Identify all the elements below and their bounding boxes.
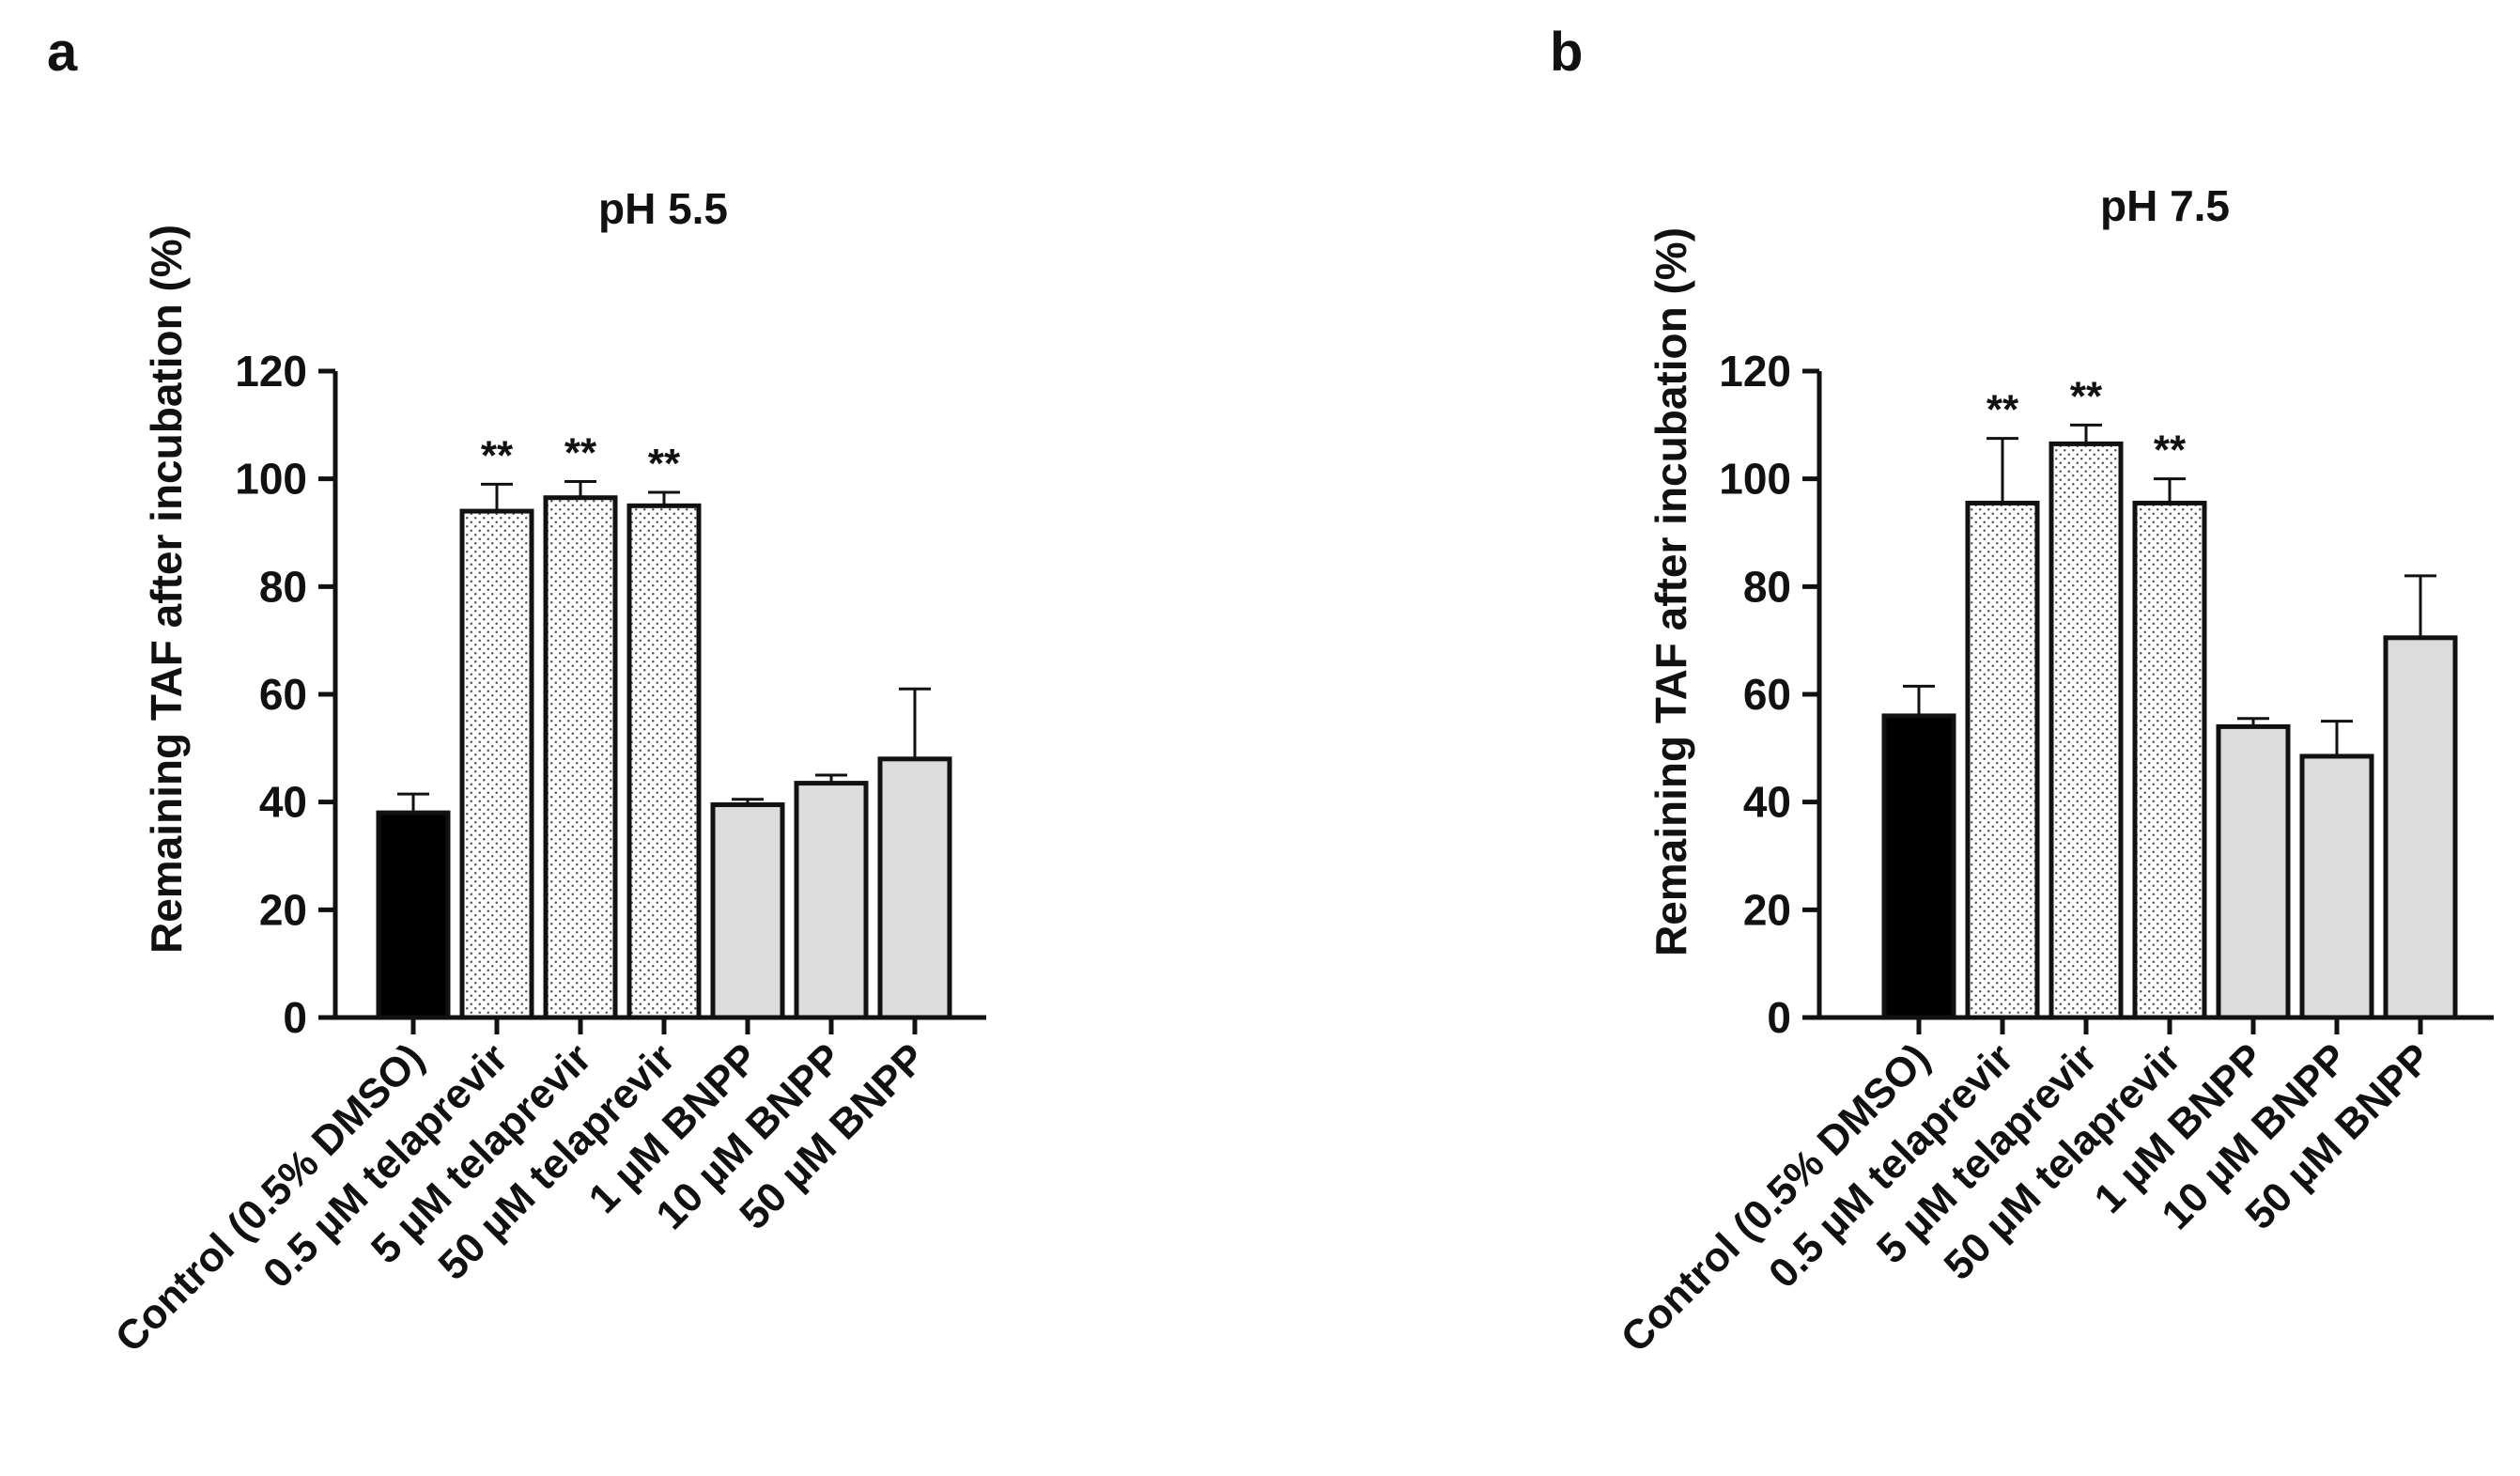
panel-b: b pH 7.5 Remaining TAF after incubation … <box>1550 22 2494 1361</box>
significance-label: ** <box>648 441 681 487</box>
y-tick-label: 0 <box>1767 993 1791 1042</box>
y-tick-label: 40 <box>259 778 307 827</box>
bar <box>794 781 869 1020</box>
significance-label: ** <box>2154 427 2187 474</box>
y-tick-label: 20 <box>259 885 307 934</box>
bar <box>2048 441 2124 1020</box>
chart-title: pH 5.5 <box>598 184 728 233</box>
panel-label: a <box>47 22 78 83</box>
bar <box>2132 500 2207 1020</box>
y-tick-label: 80 <box>1743 562 1791 611</box>
y-tick-label: 0 <box>283 993 307 1042</box>
bar <box>2216 723 2291 1020</box>
y-axis: 0 20 40 60 80 100 120 <box>1719 347 1822 1042</box>
bars: ** ** ** <box>376 430 952 1020</box>
y-tick-label: 60 <box>1743 670 1791 719</box>
panel-a: a pH 5.5 Remaining TAF after incubation … <box>47 22 986 1361</box>
y-tick-label: 20 <box>1743 885 1791 934</box>
bar <box>376 810 451 1020</box>
bar <box>877 756 952 1020</box>
y-axis-label: Remaining TAF after incubation (%) <box>1647 227 1695 956</box>
y-tick-label: 120 <box>1719 347 1791 396</box>
bar <box>543 495 618 1020</box>
bar <box>626 503 702 1020</box>
chart-title: pH 7.5 <box>2100 181 2230 230</box>
significance-label: ** <box>1987 387 2019 433</box>
bar <box>1965 500 2040 1020</box>
y-axis-label: Remaining TAF after incubation (%) <box>142 225 191 954</box>
significance-label: ** <box>564 430 597 476</box>
y-tick-label: 40 <box>1743 778 1791 827</box>
y-axis: 0 20 40 60 80 100 120 <box>235 347 338 1042</box>
significance-label: ** <box>2070 373 2103 419</box>
y-tick-label: 120 <box>235 347 307 396</box>
y-tick-label: 100 <box>1719 455 1791 504</box>
bar <box>2383 635 2458 1020</box>
y-tick-label: 60 <box>259 670 307 719</box>
bar <box>2299 754 2374 1020</box>
bar <box>459 508 534 1020</box>
y-tick-label: 80 <box>259 562 307 611</box>
bars: ** ** ** <box>1881 373 2458 1020</box>
significance-label: ** <box>481 432 514 478</box>
y-tick-label: 100 <box>235 455 307 504</box>
bar <box>1881 713 1956 1020</box>
bar <box>710 802 785 1020</box>
panel-label: b <box>1550 22 1583 83</box>
